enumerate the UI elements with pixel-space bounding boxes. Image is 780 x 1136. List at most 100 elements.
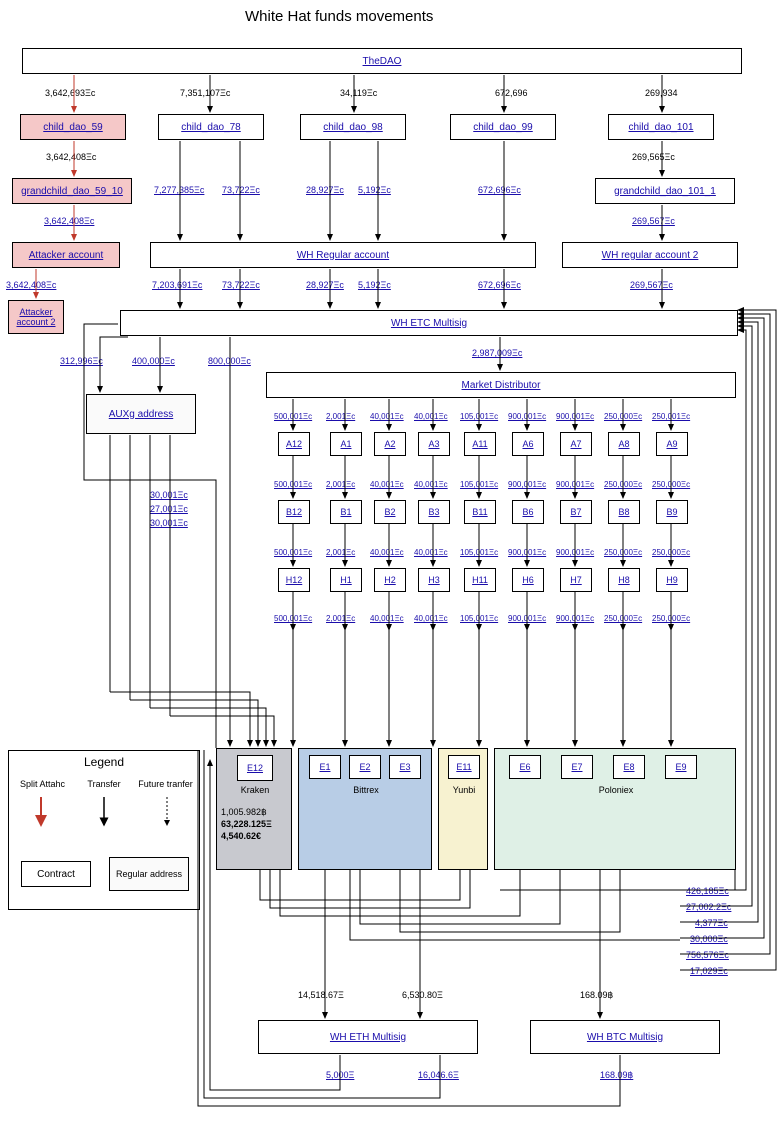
edge-label[interactable]: 672,696Ξc bbox=[478, 280, 521, 290]
edge-label[interactable]: 756,576Ξc bbox=[686, 950, 729, 960]
edge-label[interactable]: 900,001Ξc bbox=[556, 480, 594, 489]
edge-label[interactable]: 400,000Ξc bbox=[132, 356, 175, 366]
edge-label[interactable]: 27,001Ξc bbox=[150, 504, 188, 514]
edge-label[interactable]: 2,001Ξc bbox=[326, 412, 355, 421]
edge-label[interactable]: 269,567Ξc bbox=[630, 280, 673, 290]
node-gc59: grandchild_dao_59_10 bbox=[12, 178, 132, 204]
edge-label[interactable]: 2,001Ξc bbox=[326, 548, 355, 557]
edge-label[interactable]: 800,000Ξc bbox=[208, 356, 251, 366]
edge-label: 14,518.67Ξ bbox=[298, 990, 344, 1000]
exch-kraken: E12 Kraken 1,005.982฿ 63,228.125Ξ 4,540.… bbox=[216, 748, 292, 870]
edge-label[interactable]: 3,642,408Ξc bbox=[6, 280, 56, 290]
edge-label[interactable]: 500,001Ξc bbox=[274, 614, 312, 623]
edge-label[interactable]: 672,696Ξc bbox=[478, 185, 521, 195]
edge-label[interactable]: 40,001Ξc bbox=[414, 412, 448, 421]
grid-cell: H9 bbox=[656, 568, 688, 592]
edge-label[interactable]: 40,001Ξc bbox=[414, 614, 448, 623]
edge-label[interactable]: 250,001Ξc bbox=[652, 412, 690, 421]
edge-label[interactable]: 2,001Ξc bbox=[326, 614, 355, 623]
edge-label[interactable]: 312,996Ξc bbox=[60, 356, 103, 366]
edge-label[interactable]: 105,001Ξc bbox=[460, 412, 498, 421]
edge-label[interactable]: 500,001Ξc bbox=[274, 480, 312, 489]
edge-label: 672,696 bbox=[495, 88, 528, 98]
grid-cell: B12 bbox=[278, 500, 310, 524]
node-cd98: child_dao_98 bbox=[300, 114, 406, 140]
edge-label[interactable]: 40,001Ξc bbox=[414, 480, 448, 489]
edge-label[interactable]: 426,185Ξc bbox=[686, 886, 729, 896]
grid-cell: A3 bbox=[418, 432, 450, 456]
edge-label[interactable]: 168.09฿ bbox=[600, 1070, 633, 1081]
grid-cell: A2 bbox=[374, 432, 406, 456]
edge-label[interactable]: 900,001Ξc bbox=[556, 412, 594, 421]
grid-cell: A12 bbox=[278, 432, 310, 456]
edge-label: 3,642,408Ξc bbox=[46, 152, 96, 162]
edge-label[interactable]: 900,001Ξc bbox=[508, 548, 546, 557]
edge-label[interactable]: 40,001Ξc bbox=[414, 548, 448, 557]
edge-label[interactable]: 900,001Ξc bbox=[556, 548, 594, 557]
edge-label[interactable]: 30,001Ξc bbox=[150, 518, 188, 528]
node-thedao: TheDAO bbox=[22, 48, 742, 74]
edge-label[interactable]: 105,001Ξc bbox=[460, 480, 498, 489]
edge-label[interactable]: 28,927Ξc bbox=[306, 280, 344, 290]
edge-label: 7,351,107Ξc bbox=[180, 88, 230, 98]
edge-label[interactable]: 27,002.2Ξc bbox=[686, 902, 731, 912]
edge-label[interactable]: 500,001Ξc bbox=[274, 548, 312, 557]
page-title: White Hat funds movements bbox=[245, 8, 433, 25]
edge-label[interactable]: 7,277,385Ξc bbox=[154, 185, 204, 195]
edge-label[interactable]: 269,567Ξc bbox=[632, 216, 675, 226]
grid-cell: A7 bbox=[560, 432, 592, 456]
edge-label[interactable]: 900,001Ξc bbox=[508, 480, 546, 489]
edge-label: 168.09฿ bbox=[580, 990, 613, 1001]
grid-cell: B7 bbox=[560, 500, 592, 524]
edge-label[interactable]: 500,001Ξc bbox=[274, 412, 312, 421]
edge-label[interactable]: 4,377Ξc bbox=[695, 918, 728, 928]
edge-label[interactable]: 3,642,408Ξc bbox=[44, 216, 94, 226]
edge-label[interactable]: 250,000Ξc bbox=[604, 614, 642, 623]
node-cd101: child_dao_101 bbox=[608, 114, 714, 140]
edge-label: 3,642,693Ξc bbox=[45, 88, 95, 98]
node-mkt: Market Distributor bbox=[266, 372, 736, 398]
edge-label: 34,119Ξc bbox=[340, 88, 377, 98]
grid-cell: H12 bbox=[278, 568, 310, 592]
edge-label[interactable]: 16,046.6Ξ bbox=[418, 1070, 459, 1080]
grid-cell: B6 bbox=[512, 500, 544, 524]
edge-label[interactable]: 40,001Ξc bbox=[370, 412, 404, 421]
edge-label[interactable]: 30,000Ξc bbox=[690, 934, 728, 944]
node-cd78: child_dao_78 bbox=[158, 114, 264, 140]
edge-label[interactable]: 105,001Ξc bbox=[460, 614, 498, 623]
legend-box: Legend Split Attahc Transfer Future tran… bbox=[8, 750, 200, 910]
grid-cell: H8 bbox=[608, 568, 640, 592]
edge-label[interactable]: 250,000Ξc bbox=[652, 480, 690, 489]
edge-label[interactable]: 250,000Ξc bbox=[652, 614, 690, 623]
edge-label[interactable]: 28,927Ξc bbox=[306, 185, 344, 195]
edge-label[interactable]: 250,000Ξc bbox=[604, 548, 642, 557]
edge-label[interactable]: 2,001Ξc bbox=[326, 480, 355, 489]
edge-label[interactable]: 900,001Ξc bbox=[556, 614, 594, 623]
edge-label[interactable]: 5,000Ξ bbox=[326, 1070, 354, 1080]
exch-poloniex: E6 E7 E8 E9 Poloniex bbox=[494, 748, 736, 870]
edge-label[interactable]: 7,203,691Ξc bbox=[152, 280, 202, 290]
edge-label[interactable]: 250,000Ξc bbox=[652, 548, 690, 557]
edge-label[interactable]: 5,192Ξc bbox=[358, 185, 391, 195]
node-cd59: child_dao_59 bbox=[20, 114, 126, 140]
edge-label[interactable]: 5,192Ξc bbox=[358, 280, 391, 290]
exch-bittrex: E1 E2 E3 Bittrex bbox=[298, 748, 432, 870]
edge-label[interactable]: 30,001Ξc bbox=[150, 490, 188, 500]
edge-label[interactable]: 250,000Ξc bbox=[604, 480, 642, 489]
node-gc101: grandchild_dao_101_1 bbox=[595, 178, 735, 204]
edge-label[interactable]: 900,001Ξc bbox=[508, 412, 546, 421]
edge-label[interactable]: 2,987,009Ξc bbox=[472, 348, 522, 358]
legend-title: Legend bbox=[9, 755, 199, 769]
edge-label[interactable]: 73,722Ξc bbox=[222, 185, 260, 195]
node-whbtc: WH BTC Multisig bbox=[530, 1020, 720, 1054]
grid-cell: B11 bbox=[464, 500, 496, 524]
edge-label[interactable]: 250,000Ξc bbox=[604, 412, 642, 421]
edge-label[interactable]: 105,001Ξc bbox=[460, 548, 498, 557]
edge-label[interactable]: 900,001Ξc bbox=[508, 614, 546, 623]
edge-label[interactable]: 40,001Ξc bbox=[370, 480, 404, 489]
node-whreg: WH Regular account bbox=[150, 242, 536, 268]
edge-label[interactable]: 40,001Ξc bbox=[370, 614, 404, 623]
edge-label[interactable]: 40,001Ξc bbox=[370, 548, 404, 557]
edge-label[interactable]: 73,722Ξc bbox=[222, 280, 260, 290]
edge-label[interactable]: 17,029Ξc bbox=[690, 966, 728, 976]
